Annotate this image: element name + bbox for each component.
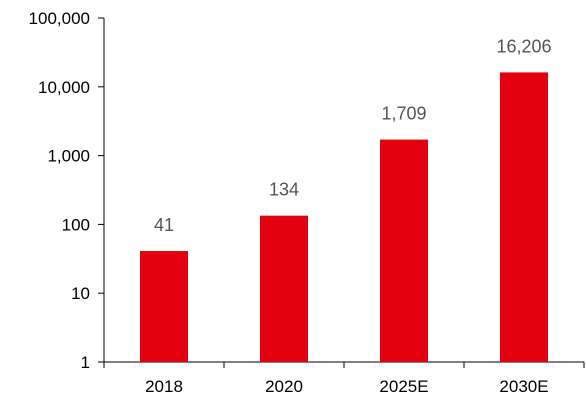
y-tick-label: 1 [81,353,90,372]
bar-2018 [140,251,188,362]
y-tick-label: 10,000 [38,78,90,97]
x-category-label: 2025E [379,377,428,396]
bar-2020 [260,215,308,362]
bar-2030e [500,72,548,363]
data-label-2018: 41 [154,215,174,235]
x-category-label: 2030E [499,377,548,396]
y-tick-label: 100,000 [29,9,90,28]
y-tick-label: 10 [71,284,90,303]
y-tick-label: 100 [62,215,90,234]
y-tick-label: 1,000 [47,147,90,166]
bar-2025e [380,139,428,362]
axes: 1 10 100 1,000 10,000 100,000 2018 2020 2025E 203… [29,9,585,396]
data-label-2020: 134 [269,180,299,200]
data-label-2030e: 16,206 [496,36,551,56]
x-category-label: 2018 [145,377,183,396]
data-labels: 41 134 1,709 16,206 [154,36,552,235]
x-category-label: 2020 [265,377,303,396]
data-label-2025e: 1,709 [381,104,426,124]
bars [140,72,548,363]
